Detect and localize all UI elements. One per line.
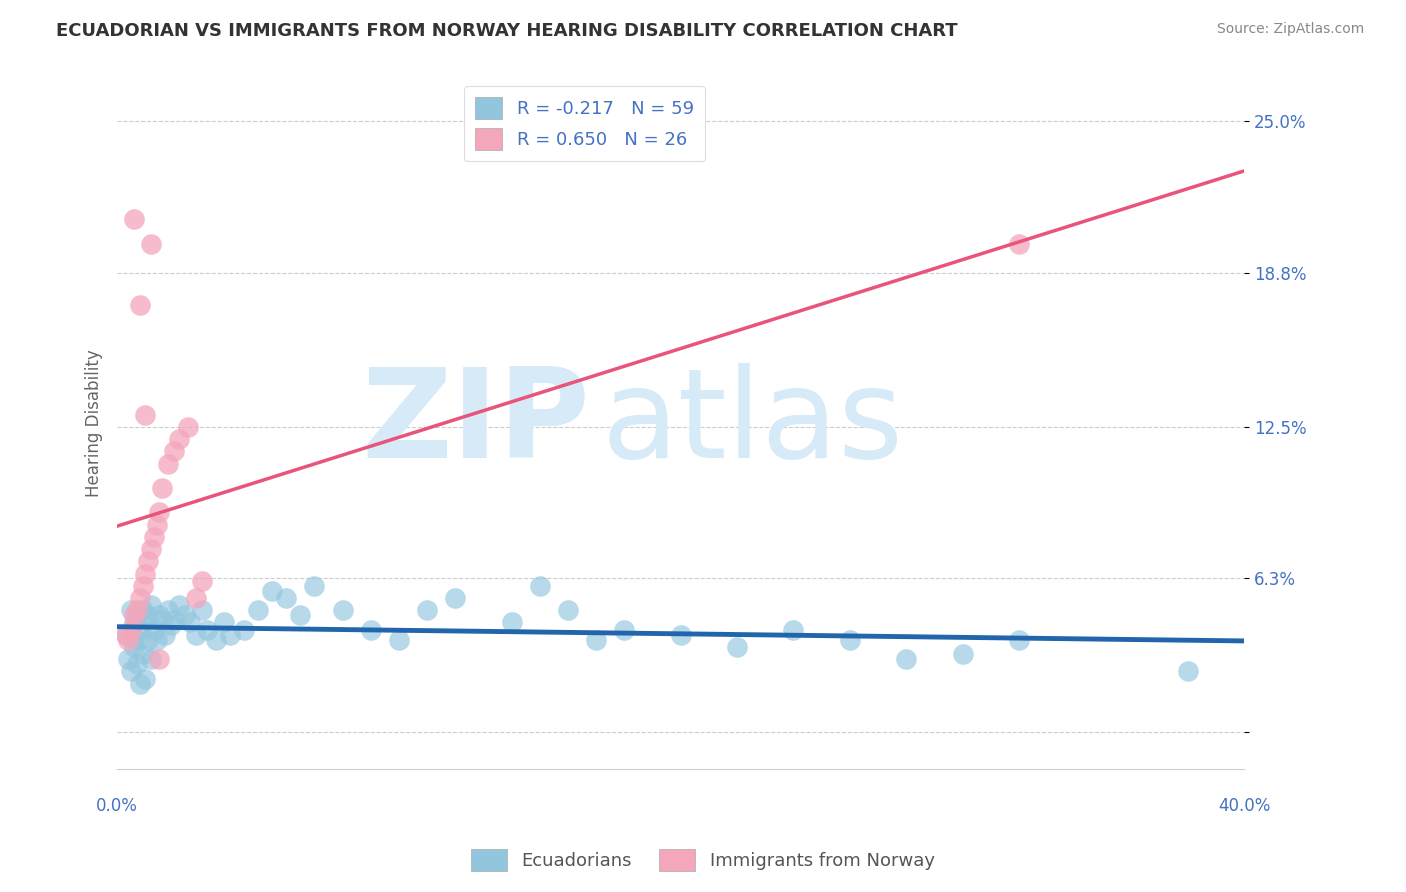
Point xyxy=(501,615,523,630)
Point xyxy=(134,613,156,627)
Point xyxy=(139,542,162,557)
Point xyxy=(150,613,173,627)
Point xyxy=(162,444,184,458)
Point xyxy=(952,647,974,661)
Point xyxy=(290,608,312,623)
Point xyxy=(122,608,145,623)
Point xyxy=(134,408,156,422)
Point xyxy=(262,583,284,598)
Point xyxy=(167,599,190,613)
Legend: Ecuadorians, Immigrants from Norway: Ecuadorians, Immigrants from Norway xyxy=(464,842,942,879)
Point xyxy=(136,632,159,647)
Point xyxy=(117,652,139,666)
Point xyxy=(131,603,153,617)
Point xyxy=(204,632,226,647)
Point xyxy=(114,628,136,642)
Point xyxy=(156,603,179,617)
Point xyxy=(131,579,153,593)
Point xyxy=(613,623,636,637)
Point xyxy=(725,640,748,654)
Point xyxy=(120,623,142,637)
Text: atlas: atlas xyxy=(602,363,904,483)
Point xyxy=(142,530,165,544)
Text: ECUADORIAN VS IMMIGRANTS FROM NORWAY HEARING DISABILITY CORRELATION CHART: ECUADORIAN VS IMMIGRANTS FROM NORWAY HEA… xyxy=(56,22,957,40)
Point xyxy=(120,603,142,617)
Point xyxy=(131,647,153,661)
Point xyxy=(276,591,298,605)
Text: Source: ZipAtlas.com: Source: ZipAtlas.com xyxy=(1216,22,1364,37)
Point xyxy=(120,665,142,679)
Point xyxy=(388,632,411,647)
Point xyxy=(233,623,256,637)
Point xyxy=(136,554,159,568)
Point xyxy=(416,603,439,617)
Point xyxy=(128,676,150,690)
Point xyxy=(122,615,145,630)
Point xyxy=(1008,236,1031,251)
Point xyxy=(145,517,167,532)
Point xyxy=(128,623,150,637)
Point xyxy=(139,652,162,666)
Point xyxy=(148,608,170,623)
Point xyxy=(145,632,167,647)
Point xyxy=(360,623,382,637)
Point xyxy=(179,615,201,630)
Point xyxy=(176,420,198,434)
Point xyxy=(529,579,551,593)
Point xyxy=(782,623,804,637)
Point xyxy=(125,657,148,671)
Point xyxy=(332,603,354,617)
Text: ZIP: ZIP xyxy=(361,363,591,483)
Point xyxy=(585,632,607,647)
Point xyxy=(125,632,148,647)
Text: 40.0%: 40.0% xyxy=(1218,797,1271,814)
Point xyxy=(117,632,139,647)
Point xyxy=(557,603,579,617)
Y-axis label: Hearing Disability: Hearing Disability xyxy=(86,350,103,497)
Point xyxy=(304,579,326,593)
Point xyxy=(195,623,218,637)
Point xyxy=(148,652,170,666)
Point xyxy=(190,574,212,588)
Point xyxy=(173,608,195,623)
Point xyxy=(128,298,150,312)
Point xyxy=(219,628,242,642)
Point xyxy=(122,212,145,227)
Point xyxy=(247,603,270,617)
Point xyxy=(184,591,207,605)
Point xyxy=(136,608,159,623)
Point xyxy=(167,432,190,446)
Point xyxy=(128,591,150,605)
Legend: R = -0.217   N = 59, R = 0.650   N = 26: R = -0.217 N = 59, R = 0.650 N = 26 xyxy=(464,87,704,161)
Point xyxy=(125,603,148,617)
Point xyxy=(150,481,173,495)
Point xyxy=(134,566,156,581)
Point xyxy=(1008,632,1031,647)
Point xyxy=(1177,665,1199,679)
Point xyxy=(122,640,145,654)
Point xyxy=(159,618,181,632)
Point xyxy=(184,628,207,642)
Point xyxy=(190,603,212,617)
Point xyxy=(148,506,170,520)
Point xyxy=(838,632,860,647)
Point xyxy=(214,615,236,630)
Point xyxy=(142,623,165,637)
Text: 0.0%: 0.0% xyxy=(96,797,138,814)
Point xyxy=(894,652,917,666)
Point xyxy=(153,628,176,642)
Point xyxy=(139,236,162,251)
Point xyxy=(114,628,136,642)
Point xyxy=(669,628,692,642)
Point xyxy=(139,599,162,613)
Point xyxy=(156,457,179,471)
Point xyxy=(162,613,184,627)
Point xyxy=(444,591,467,605)
Point xyxy=(134,672,156,686)
